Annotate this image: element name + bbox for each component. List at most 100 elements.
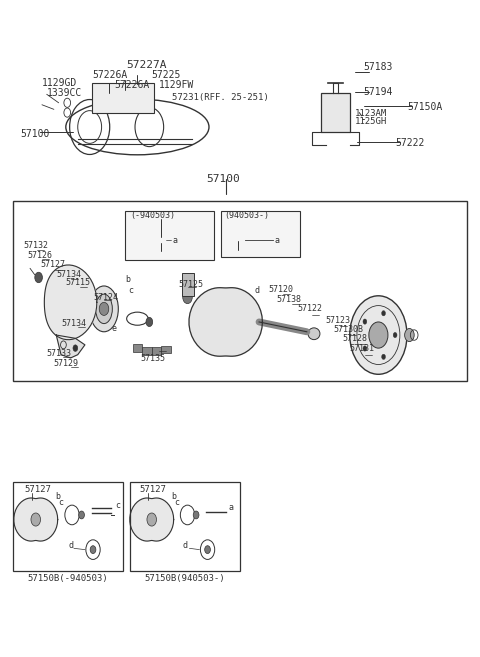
- Circle shape: [405, 328, 414, 342]
- Circle shape: [350, 296, 407, 374]
- Circle shape: [147, 513, 156, 526]
- Circle shape: [112, 93, 120, 103]
- Circle shape: [159, 250, 164, 256]
- Text: 57126: 57126: [28, 251, 53, 260]
- Text: 57150B(940503-): 57150B(940503-): [145, 574, 226, 583]
- Text: 57131: 57131: [350, 344, 375, 353]
- Text: 57225: 57225: [152, 70, 181, 80]
- Circle shape: [90, 546, 96, 554]
- Ellipse shape: [308, 328, 320, 340]
- Circle shape: [79, 511, 84, 519]
- Text: 57127: 57127: [24, 485, 51, 494]
- Text: 57132: 57132: [24, 241, 49, 250]
- Text: e: e: [111, 324, 116, 333]
- Circle shape: [35, 272, 42, 283]
- Circle shape: [369, 322, 388, 348]
- Text: 57115: 57115: [66, 278, 91, 287]
- Text: d: d: [182, 541, 188, 550]
- Circle shape: [31, 513, 40, 526]
- Circle shape: [393, 332, 397, 338]
- Ellipse shape: [233, 249, 242, 254]
- FancyBboxPatch shape: [92, 83, 154, 112]
- Text: a: a: [228, 503, 233, 512]
- Text: a: a: [172, 236, 177, 244]
- Text: 57128: 57128: [343, 334, 368, 343]
- Polygon shape: [44, 265, 97, 340]
- Text: 1125GH: 1125GH: [355, 116, 387, 125]
- Text: 57127: 57127: [140, 485, 167, 494]
- Text: 1339CC: 1339CC: [47, 88, 82, 98]
- Polygon shape: [14, 498, 58, 541]
- Polygon shape: [189, 288, 263, 356]
- Circle shape: [183, 290, 192, 304]
- Text: 57129: 57129: [54, 359, 79, 368]
- Text: 57150B(-940503): 57150B(-940503): [28, 574, 108, 583]
- Text: b: b: [55, 491, 60, 501]
- Circle shape: [146, 317, 153, 327]
- Circle shape: [141, 93, 148, 103]
- Circle shape: [363, 346, 367, 351]
- Circle shape: [157, 233, 165, 244]
- Ellipse shape: [96, 294, 112, 324]
- Text: 57100: 57100: [206, 174, 240, 185]
- Text: 57122: 57122: [297, 304, 322, 313]
- Text: 1129GD: 1129GD: [42, 78, 77, 88]
- Circle shape: [98, 93, 106, 103]
- Circle shape: [232, 226, 243, 242]
- FancyBboxPatch shape: [321, 93, 350, 132]
- FancyBboxPatch shape: [161, 346, 171, 353]
- Text: d: d: [68, 541, 73, 550]
- Text: 1123AM: 1123AM: [355, 110, 387, 118]
- Text: 57100: 57100: [21, 129, 50, 139]
- Text: 57130B: 57130B: [333, 325, 363, 334]
- Circle shape: [99, 302, 109, 315]
- FancyBboxPatch shape: [132, 344, 142, 352]
- Text: b: b: [172, 491, 177, 501]
- Text: (-940503): (-940503): [130, 211, 175, 220]
- Text: 57226A: 57226A: [115, 80, 150, 90]
- Circle shape: [54, 286, 78, 319]
- Text: 57150A: 57150A: [407, 102, 442, 112]
- FancyBboxPatch shape: [142, 348, 152, 355]
- FancyBboxPatch shape: [125, 211, 214, 260]
- Polygon shape: [56, 335, 85, 358]
- Text: c: c: [59, 498, 63, 507]
- Text: b: b: [125, 275, 131, 284]
- Text: 57125: 57125: [178, 279, 203, 288]
- Text: 57227A: 57227A: [126, 60, 167, 70]
- Text: 57127: 57127: [40, 260, 66, 269]
- Circle shape: [193, 511, 199, 519]
- FancyBboxPatch shape: [182, 273, 194, 296]
- Text: 57222: 57222: [395, 139, 424, 148]
- Text: c: c: [175, 498, 180, 507]
- Text: 57135: 57135: [141, 354, 166, 363]
- Text: 57120: 57120: [269, 284, 294, 294]
- Text: c: c: [115, 501, 120, 510]
- Circle shape: [216, 309, 235, 335]
- FancyBboxPatch shape: [152, 348, 161, 355]
- Circle shape: [204, 546, 210, 554]
- Circle shape: [363, 319, 367, 324]
- Text: 57138: 57138: [276, 294, 301, 304]
- Text: 57194: 57194: [363, 87, 393, 97]
- Ellipse shape: [90, 286, 118, 332]
- Text: 1129FW: 1129FW: [159, 80, 194, 90]
- Text: 57133: 57133: [47, 349, 72, 358]
- Circle shape: [73, 345, 78, 351]
- Text: c: c: [129, 286, 134, 295]
- Circle shape: [124, 93, 132, 103]
- Text: 57134: 57134: [56, 270, 81, 279]
- Circle shape: [382, 311, 385, 316]
- Text: d: d: [254, 286, 259, 295]
- Circle shape: [382, 354, 385, 359]
- Text: 57134: 57134: [61, 319, 86, 328]
- Text: a: a: [275, 236, 279, 244]
- Text: 57231(RFF. 25-251): 57231(RFF. 25-251): [172, 93, 269, 102]
- Text: (940503-): (940503-): [225, 211, 270, 220]
- Text: 57124: 57124: [93, 292, 118, 302]
- Text: 57183: 57183: [363, 62, 393, 72]
- Polygon shape: [130, 498, 174, 541]
- Circle shape: [61, 296, 71, 309]
- Text: 57123: 57123: [325, 316, 350, 325]
- FancyBboxPatch shape: [221, 211, 300, 256]
